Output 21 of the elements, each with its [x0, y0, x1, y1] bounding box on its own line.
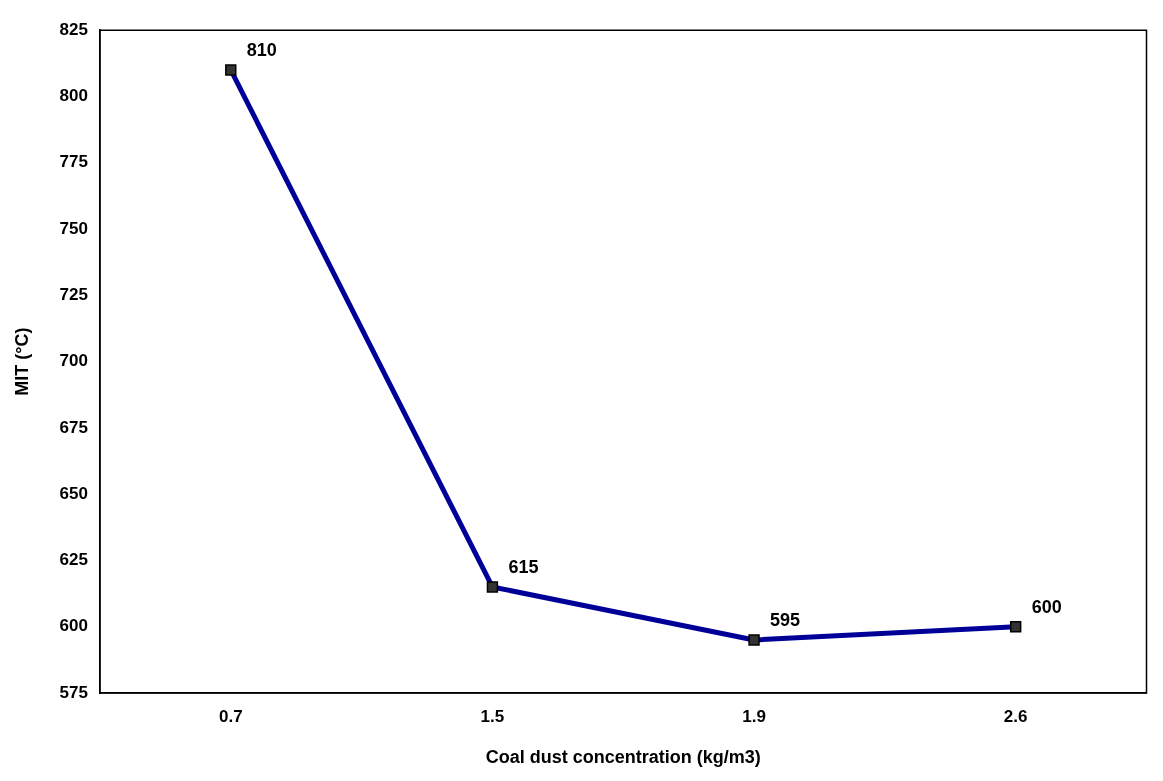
- y-tick-label: 650: [59, 483, 88, 503]
- x-tick-label: 0.7: [218, 706, 243, 726]
- y-tick-label: 625: [59, 550, 88, 570]
- x-axis-title: Coal dust concentration (kg/m3): [485, 747, 761, 768]
- y-tick-label: 825: [59, 19, 88, 39]
- y-tick-label: 675: [59, 417, 88, 437]
- x-tick-label: 1.9: [742, 706, 766, 726]
- y-tick-label: 575: [59, 682, 88, 702]
- y-tick-label: 700: [59, 351, 88, 371]
- data-label: 615: [508, 556, 539, 577]
- y-tick-label: 725: [59, 285, 88, 305]
- y-tick-label: 600: [59, 616, 88, 636]
- data-label: 595: [770, 609, 801, 630]
- data-label: 810: [246, 39, 277, 60]
- x-tick-label: 2.6: [1003, 706, 1028, 726]
- y-axis-title: MIT (°C): [11, 327, 32, 396]
- y-tick-label: 775: [59, 152, 88, 172]
- data-label: 600: [1031, 596, 1062, 617]
- y-tick-label: 800: [59, 86, 88, 106]
- y-tick-label: 750: [59, 218, 88, 238]
- x-tick-label: 1.5: [480, 706, 505, 726]
